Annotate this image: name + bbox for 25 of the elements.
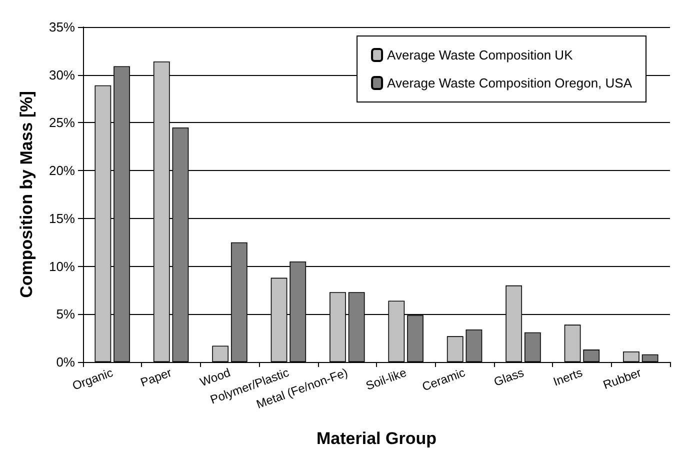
x-tick-label: Ceramic [420, 365, 467, 394]
x-tick-label: Paper [138, 365, 174, 390]
y-tick-label: 35% [48, 20, 76, 34]
x-tick-label: Glass [492, 365, 526, 390]
bar [466, 329, 482, 362]
x-tick-label: Inerts [551, 365, 584, 389]
y-axis-title: Composition by Mass [%] [17, 91, 36, 298]
legend-label: Average Waste Composition UK [387, 48, 574, 62]
y-tick-label: 30% [48, 67, 76, 82]
x-tick-label: Soil-like [364, 365, 409, 393]
legend-label: Average Waste Composition Oregon, USA [387, 76, 632, 90]
x-axis-title: Material Group [316, 429, 436, 448]
y-tick-label: 25% [48, 115, 76, 130]
bar [623, 351, 640, 362]
y-tick-label: 15% [48, 210, 76, 226]
bar [524, 332, 541, 362]
y-tick-label: 5% [56, 306, 76, 322]
x-tick-label: Rubber [601, 365, 644, 392]
bar [446, 336, 464, 362]
y-tick-label: 20% [48, 163, 76, 178]
bar [583, 350, 600, 362]
bar [212, 346, 229, 362]
bar [564, 324, 581, 362]
y-tick-label: 10% [48, 258, 76, 274]
bar [642, 354, 658, 362]
